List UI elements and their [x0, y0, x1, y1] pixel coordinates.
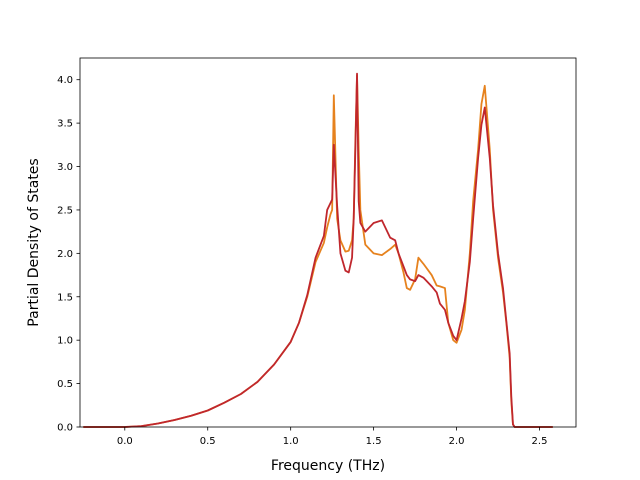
x-tick-label: 1.0 — [283, 436, 299, 447]
x-tick-label: 2.5 — [532, 436, 548, 447]
x-axis-label: Frequency (THz) — [271, 458, 385, 474]
x-tick-label: 1.5 — [366, 436, 382, 447]
x-tick-label: 0.0 — [117, 436, 133, 447]
y-tick-label: 0.5 — [57, 379, 73, 390]
y-tick-label: 3.5 — [57, 119, 73, 130]
x-tick-label: 2.0 — [449, 436, 465, 447]
y-axis-label: Partial Density of States — [26, 158, 42, 326]
y-tick-label: 0.0 — [57, 423, 73, 434]
x-axis: 0.0 0.5 1.0 1.5 2.0 2.5 — [117, 427, 548, 447]
y-tick-label: 4.0 — [57, 75, 73, 86]
plot-area-frame — [79, 57, 577, 428]
y-tick-label: 2.5 — [57, 205, 73, 216]
y-tick-label: 3.0 — [57, 162, 73, 173]
series-layer — [83, 72, 553, 428]
y-tick-label: 1.5 — [57, 292, 73, 303]
y-axis: 0.0 0.5 1.0 1.5 2.0 2.5 3.0 3.5 4.0 — [57, 75, 80, 434]
y-tick-label: 2.0 — [57, 249, 73, 260]
x-tick-label: 0.5 — [200, 436, 216, 447]
series-line-2 — [83, 72, 553, 428]
y-tick-label: 1.0 — [57, 336, 73, 347]
